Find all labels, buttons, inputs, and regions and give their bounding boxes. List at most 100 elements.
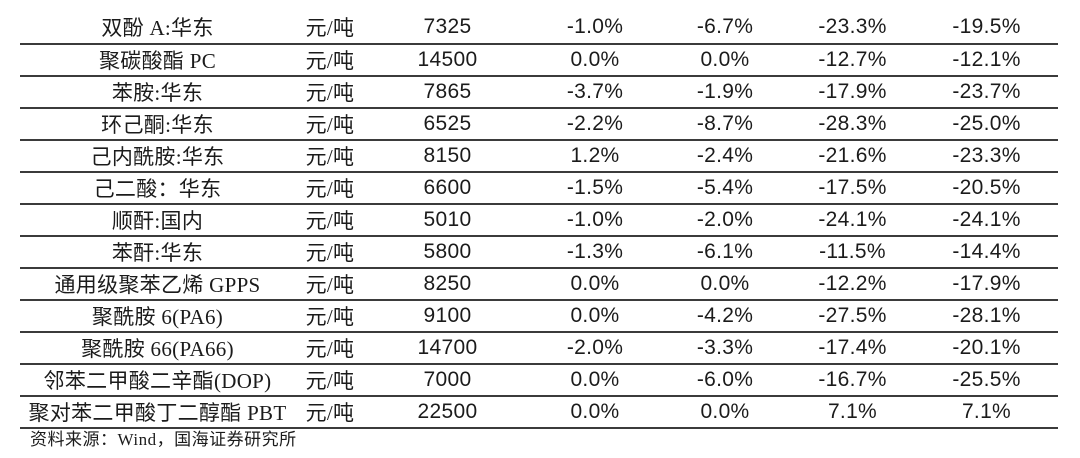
change-cell: 0.0%	[530, 267, 660, 301]
product-name: 己二酸：华东	[20, 171, 295, 205]
change-cell: -2.0%	[660, 203, 790, 237]
change-cell: -2.2%	[530, 107, 660, 141]
change-cell: -6.1%	[660, 235, 790, 269]
change-cell: -12.1%	[915, 43, 1058, 77]
change-cell: -14.4%	[915, 235, 1058, 269]
product-name: 聚对苯二甲酸丁二醇酯 PBT	[20, 395, 295, 429]
unit-cell: 元/吨	[295, 235, 365, 269]
price-cell: 9100	[365, 299, 530, 333]
change-cell: -6.0%	[660, 363, 790, 397]
change-cell: 0.0%	[530, 43, 660, 77]
product-name: 环己酮:华东	[20, 107, 295, 141]
unit-cell: 元/吨	[295, 395, 365, 429]
change-cell: -6.7%	[660, 12, 790, 45]
change-cell: -17.4%	[790, 331, 915, 365]
change-cell: -20.1%	[915, 331, 1058, 365]
product-name: 通用级聚苯乙烯 GPPS	[20, 267, 295, 301]
table-row: 通用级聚苯乙烯 GPPS 元/吨 8250 0.0% 0.0% -12.2% -…	[20, 267, 1058, 301]
change-cell: -1.0%	[530, 203, 660, 237]
change-cell: -19.5%	[915, 12, 1058, 45]
change-cell: 0.0%	[660, 395, 790, 429]
table-row: 聚酰胺 6(PA6) 元/吨 9100 0.0% -4.2% -27.5% -2…	[20, 299, 1058, 333]
change-cell: -1.9%	[660, 75, 790, 109]
unit-cell: 元/吨	[295, 299, 365, 333]
change-cell: 0.0%	[660, 43, 790, 77]
change-cell: -12.7%	[790, 43, 915, 77]
change-cell: -25.0%	[915, 107, 1058, 141]
change-cell: -1.5%	[530, 171, 660, 205]
unit-cell: 元/吨	[295, 12, 365, 45]
price-cell: 22500	[365, 395, 530, 429]
price-cell: 5010	[365, 203, 530, 237]
table-row: 聚酰胺 66(PA66) 元/吨 14700 -2.0% -3.3% -17.4…	[20, 331, 1058, 365]
price-cell: 6525	[365, 107, 530, 141]
unit-cell: 元/吨	[295, 363, 365, 397]
change-cell: -2.4%	[660, 139, 790, 173]
change-cell: 0.0%	[660, 267, 790, 301]
table-row: 顺酐:国内 元/吨 5010 -1.0% -2.0% -24.1% -24.1%	[20, 203, 1058, 237]
change-cell: -16.7%	[790, 363, 915, 397]
table-row: 双酚 A:华东 元/吨 7325 -1.0% -6.7% -23.3% -19.…	[20, 12, 1058, 45]
change-cell: -1.3%	[530, 235, 660, 269]
change-cell: -28.1%	[915, 299, 1058, 333]
unit-cell: 元/吨	[295, 75, 365, 109]
product-name: 聚酰胺 6(PA6)	[20, 299, 295, 333]
price-cell: 7325	[365, 12, 530, 45]
table-row: 苯胺:华东 元/吨 7865 -3.7% -1.9% -17.9% -23.7%	[20, 75, 1058, 109]
product-name: 己内酰胺:华东	[20, 139, 295, 173]
change-cell: 7.1%	[790, 395, 915, 429]
change-cell: -17.9%	[790, 75, 915, 109]
price-cell: 5800	[365, 235, 530, 269]
change-cell: 7.1%	[915, 395, 1058, 429]
unit-cell: 元/吨	[295, 171, 365, 205]
change-cell: -11.5%	[790, 235, 915, 269]
product-name: 苯胺:华东	[20, 75, 295, 109]
change-cell: -1.0%	[530, 12, 660, 45]
change-cell: 0.0%	[530, 363, 660, 397]
price-cell: 8250	[365, 267, 530, 301]
price-cell: 7000	[365, 363, 530, 397]
product-name: 苯酐:华东	[20, 235, 295, 269]
unit-cell: 元/吨	[295, 107, 365, 141]
price-cell: 14700	[365, 331, 530, 365]
change-cell: -24.1%	[915, 203, 1058, 237]
change-cell: -5.4%	[660, 171, 790, 205]
product-name: 聚碳酸酯 PC	[20, 43, 295, 77]
change-cell: -17.9%	[915, 267, 1058, 301]
product-name: 顺酐:国内	[20, 203, 295, 237]
change-cell: -23.3%	[790, 12, 915, 45]
price-cell: 14500	[365, 43, 530, 77]
product-name: 邻苯二甲酸二辛酯(DOP)	[20, 363, 295, 397]
change-cell: -17.5%	[790, 171, 915, 205]
product-name: 双酚 A:华东	[20, 12, 295, 45]
change-cell: -12.2%	[790, 267, 915, 301]
change-cell: -2.0%	[530, 331, 660, 365]
unit-cell: 元/吨	[295, 331, 365, 365]
table-row: 环己酮:华东 元/吨 6525 -2.2% -8.7% -28.3% -25.0…	[20, 107, 1058, 141]
unit-cell: 元/吨	[295, 43, 365, 77]
change-cell: -27.5%	[790, 299, 915, 333]
price-table: 双酚 A:华东 元/吨 7325 -1.0% -6.7% -23.3% -19.…	[20, 12, 1058, 429]
unit-cell: 元/吨	[295, 203, 365, 237]
table-row: 己内酰胺:华东 元/吨 8150 1.2% -2.4% -21.6% -23.3…	[20, 139, 1058, 173]
change-cell: -24.1%	[790, 203, 915, 237]
change-cell: 0.0%	[530, 395, 660, 429]
price-cell: 6600	[365, 171, 530, 205]
unit-cell: 元/吨	[295, 139, 365, 173]
table-row: 聚对苯二甲酸丁二醇酯 PBT 元/吨 22500 0.0% 0.0% 7.1% …	[20, 395, 1058, 429]
change-cell: -25.5%	[915, 363, 1058, 397]
change-cell: -23.3%	[915, 139, 1058, 173]
change-cell: -21.6%	[790, 139, 915, 173]
unit-cell: 元/吨	[295, 267, 365, 301]
change-cell: -3.7%	[530, 75, 660, 109]
change-cell: 0.0%	[530, 299, 660, 333]
change-cell: -28.3%	[790, 107, 915, 141]
table-row: 己二酸：华东 元/吨 6600 -1.5% -5.4% -17.5% -20.5…	[20, 171, 1058, 205]
source-note: 资料来源：Wind，国海证券研究所	[30, 430, 297, 449]
change-cell: -3.3%	[660, 331, 790, 365]
change-cell: -8.7%	[660, 107, 790, 141]
table-row: 邻苯二甲酸二辛酯(DOP) 元/吨 7000 0.0% -6.0% -16.7%…	[20, 363, 1058, 397]
change-cell: 1.2%	[530, 139, 660, 173]
change-cell: -20.5%	[915, 171, 1058, 205]
